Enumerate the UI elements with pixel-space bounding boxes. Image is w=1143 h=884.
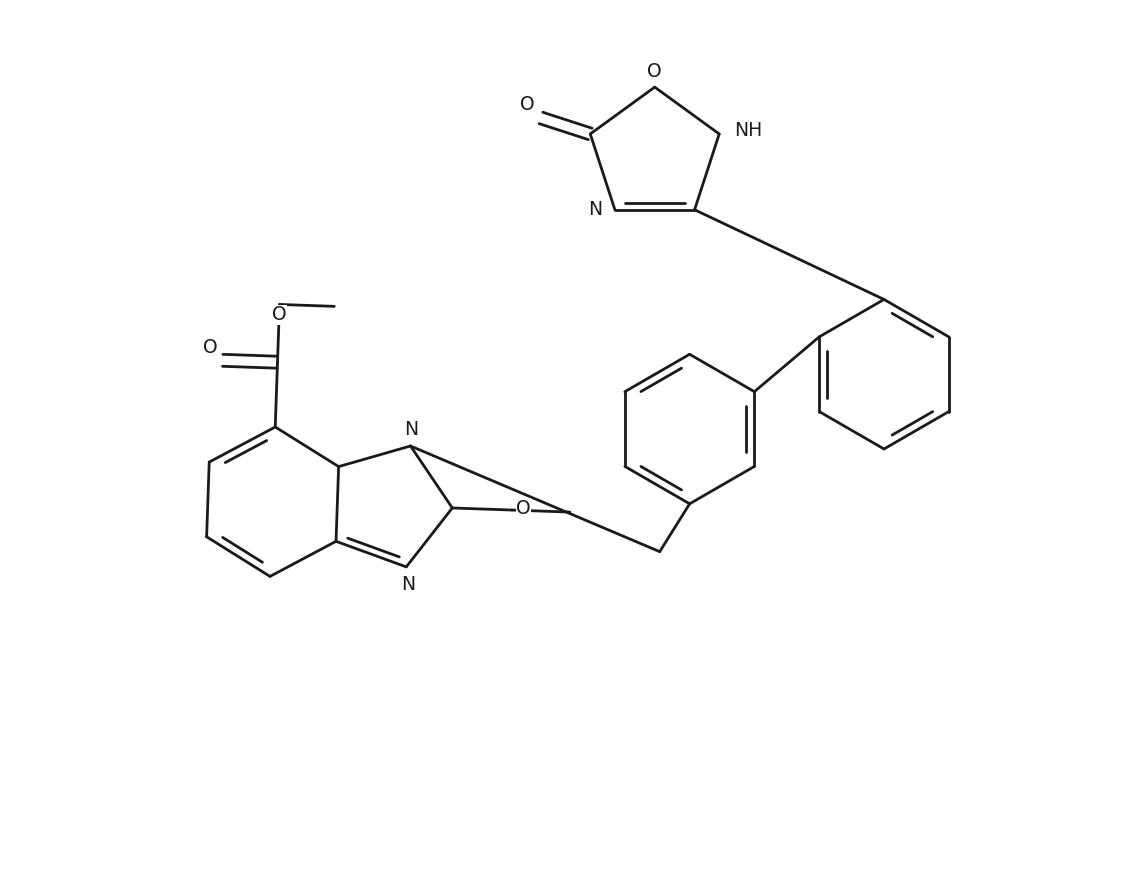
Text: O: O [647, 62, 662, 81]
Text: N: N [405, 420, 418, 439]
Text: O: O [272, 306, 287, 324]
Text: N: N [588, 201, 602, 219]
Text: N: N [401, 575, 415, 594]
Text: O: O [203, 339, 217, 357]
Text: O: O [520, 95, 535, 114]
Text: O: O [517, 499, 530, 517]
Text: NH: NH [734, 121, 762, 141]
